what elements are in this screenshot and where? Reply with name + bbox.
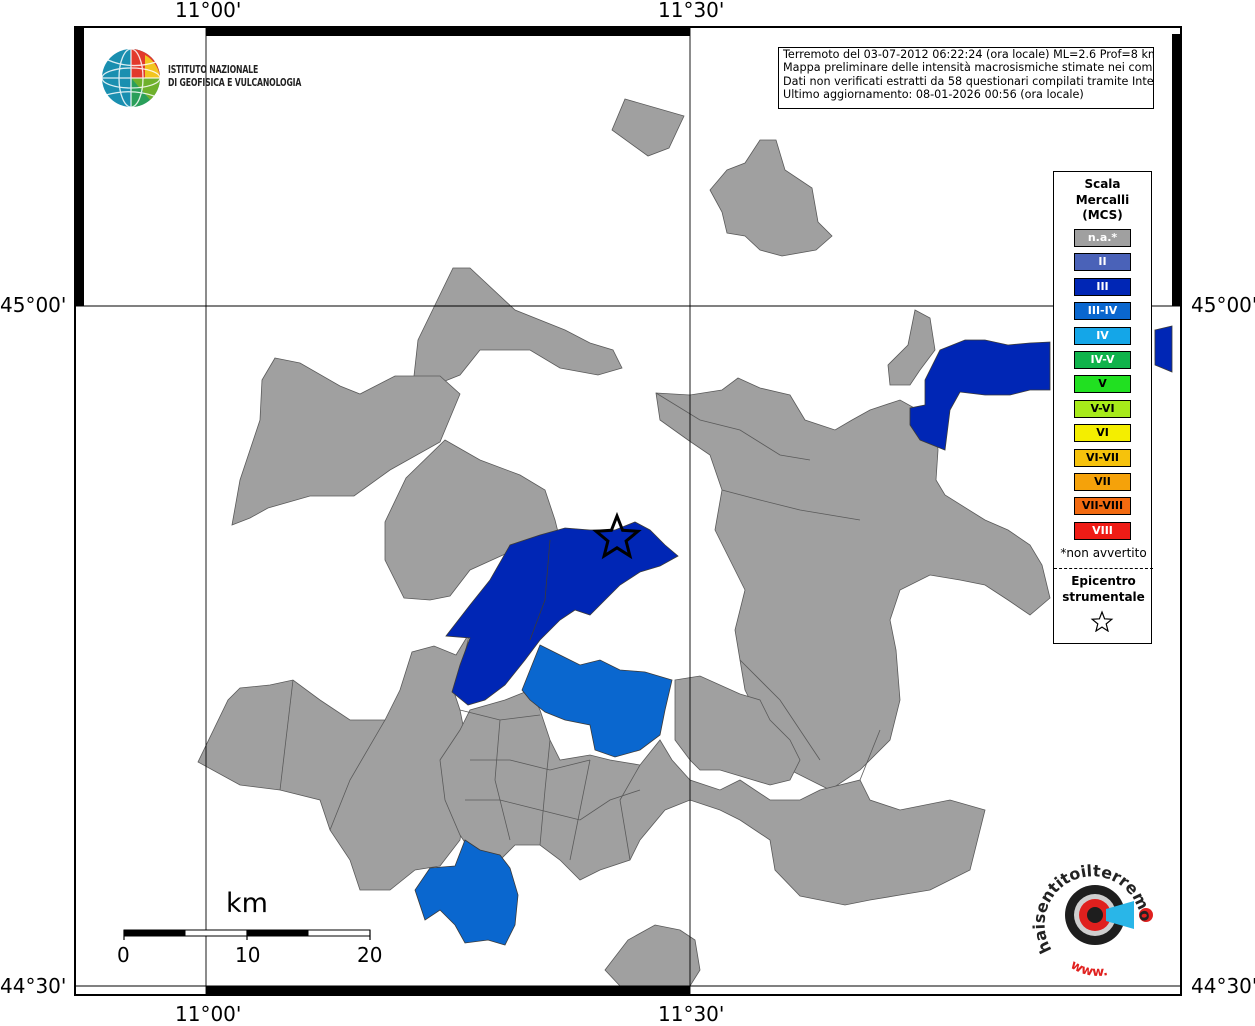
brand-www: www. [1068, 958, 1109, 980]
scale-tick-20: 20 [357, 943, 383, 967]
legend-title-line-1: Scala [1084, 177, 1121, 191]
graticule [75, 27, 1181, 995]
legend-item-iii: III [1074, 277, 1131, 296]
mcs-legend: Scala Mercalli (MCS) n.a.* II III III-IV IV I… [1053, 171, 1153, 644]
frame-bar-bottom [206, 986, 690, 995]
scale-tick-0: 0 [117, 943, 130, 967]
lat-label-left-1: 45°00' [0, 293, 67, 317]
legend-star-icon [1090, 610, 1114, 632]
legend-item-iv-v: IV-V [1074, 351, 1131, 369]
scale-bar [123, 929, 371, 940]
info-line-2: Mappa preliminare delle intensità macros… [783, 61, 1154, 75]
legend-title: Scala Mercalli (MCS) [1054, 172, 1151, 224]
municipalities-na [197, 98, 1171, 987]
lon-label-bottom-2: 11°30' [658, 1002, 725, 1026]
legend-epicentre-line-1: Epicentro [1071, 574, 1136, 588]
frame-bar-right [1172, 34, 1181, 306]
legend-item-viii: VIII [1074, 521, 1131, 540]
scale-tick-10: 10 [235, 943, 261, 967]
ingv-logo-text: ISTITUTO NAZIONALE DI GEOFISICA E VULCAN… [168, 64, 301, 90]
legend-item-iv: IV [1074, 326, 1131, 345]
legend-title-line-3: (MCS) [1082, 208, 1123, 222]
legend-title-line-2: Mercalli [1075, 192, 1130, 207]
frame-bar-top [206, 27, 690, 36]
legend-item-n-a-: n.a.* [1074, 229, 1131, 247]
ingv-logo-icon [101, 48, 161, 108]
lon-label-top-1: 11°00' [175, 0, 242, 22]
legend-item-v: V [1074, 375, 1131, 394]
legend-separator [1054, 568, 1153, 569]
municipalities-iii-iv [414, 644, 673, 946]
lat-label-right-1: 45°00' [1191, 293, 1255, 317]
legend-epicentre-label: Epicentro strumentale [1054, 573, 1153, 605]
logo-line-2: DI GEOFISICA E VULCANOLOGIA [168, 77, 302, 89]
epicentre-star-icon [592, 511, 642, 560]
legend-item-iii-iv: III-IV [1074, 302, 1131, 321]
municipal-borders [279, 392, 881, 861]
info-line-3: Dati non verificati estratti da 58 quest… [783, 74, 1154, 88]
lon-label-top-2: 11°30' [658, 0, 725, 22]
scale-unit-label: km [226, 888, 268, 919]
municipalities-iii [445, 325, 1173, 706]
logo-line-1: ISTITUTO NAZIONALE [168, 64, 259, 76]
iii-internal-borders [529, 539, 551, 641]
info-line-1: Terremoto del 03-07-2012 06:22:24 (ora l… [783, 48, 1154, 61]
legend-item-vi-vii: VI-VII [1074, 448, 1131, 467]
frame-bar-left [75, 27, 84, 306]
haisentito-logo: haisentitoilterremoto.it www. [1030, 855, 1156, 980]
lat-label-left-2: 44°30' [0, 974, 67, 998]
lat-label-right-2: 44°30' [1191, 974, 1255, 998]
legend-item-vii-viii: VII-VIII [1074, 497, 1131, 516]
legend-note: *non avvertito [1060, 546, 1147, 560]
event-info-box: Terremoto del 03-07-2012 06:22:24 (ora l… [778, 47, 1154, 109]
legend-epicentre-line-2: strumentale [1062, 590, 1145, 604]
legend-item-v-vi: V-VI [1074, 399, 1131, 418]
legend-item-vi: VI [1074, 424, 1131, 443]
info-line-4: Ultimo aggiornamento: 08-01-2026 00:56 (… [783, 88, 1084, 102]
legend-item-ii: II [1074, 253, 1131, 272]
legend-item-vii: VII [1074, 473, 1131, 491]
lon-label-bottom-1: 11°00' [175, 1002, 242, 1026]
brand-megaphone-icon [1106, 901, 1134, 929]
